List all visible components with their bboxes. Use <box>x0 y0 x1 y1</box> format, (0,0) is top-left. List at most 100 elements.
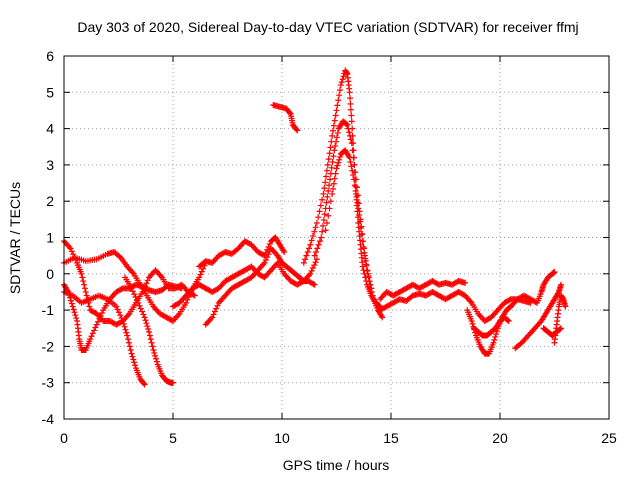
data-point <box>95 318 102 325</box>
data-layer <box>61 67 569 388</box>
data-point <box>329 132 336 139</box>
data-point <box>368 285 375 292</box>
data-point <box>357 225 364 232</box>
x-axis-label: GPS time / hours <box>283 457 390 473</box>
data-point <box>83 292 90 299</box>
data-point <box>357 218 364 225</box>
data-point <box>558 281 565 288</box>
data-point <box>144 286 151 293</box>
data-point <box>462 279 469 286</box>
data-point <box>214 302 221 309</box>
data-point <box>311 228 318 235</box>
data-point <box>196 274 203 281</box>
data-point <box>302 256 309 263</box>
data-point <box>146 332 153 339</box>
y-tick-label: -2 <box>42 338 55 354</box>
x-tick-label: 15 <box>383 430 399 446</box>
data-point <box>363 261 370 268</box>
y-tick-label: 1 <box>46 230 54 246</box>
data-point <box>131 291 138 298</box>
series-track-17 <box>551 292 569 346</box>
data-point <box>326 176 333 183</box>
data-point <box>96 315 103 322</box>
data-point <box>343 121 350 128</box>
data-point <box>115 309 122 316</box>
data-point <box>331 175 338 182</box>
data-point <box>334 102 341 109</box>
data-point <box>330 127 337 134</box>
data-point <box>286 109 293 116</box>
data-point <box>347 100 354 107</box>
data-point <box>321 211 328 218</box>
data-point <box>68 248 75 255</box>
data-point <box>190 291 197 298</box>
y-tick-label: -3 <box>42 375 55 391</box>
data-point <box>141 381 148 388</box>
series-track-4 <box>61 288 148 388</box>
data-point <box>142 317 149 324</box>
data-point <box>351 182 358 189</box>
data-point <box>359 263 366 270</box>
data-point <box>358 231 365 238</box>
data-point <box>310 280 317 287</box>
data-point <box>318 234 325 241</box>
series-track-9 <box>270 102 301 134</box>
data-point <box>364 270 371 277</box>
data-point <box>127 347 134 354</box>
y-tick-label: 4 <box>46 121 54 137</box>
data-point <box>126 343 133 350</box>
data-point <box>152 352 159 359</box>
data-point <box>72 312 79 319</box>
data-point <box>490 339 497 346</box>
data-point <box>149 343 156 350</box>
data-point <box>348 112 355 119</box>
data-point <box>352 188 359 195</box>
data-point <box>348 118 355 125</box>
data-point <box>113 303 120 310</box>
data-point <box>316 238 323 245</box>
data-point <box>144 277 151 284</box>
data-point <box>345 125 352 132</box>
data-point <box>137 305 144 312</box>
y-tick-label: 3 <box>46 157 54 173</box>
data-point <box>144 323 151 330</box>
data-point <box>91 327 98 334</box>
data-point <box>140 380 147 387</box>
data-point <box>68 300 75 307</box>
data-point <box>325 212 332 219</box>
data-point <box>146 328 153 335</box>
data-point <box>330 153 337 160</box>
data-point <box>262 249 269 256</box>
data-point <box>323 199 330 206</box>
data-point <box>349 167 356 174</box>
data-point <box>491 336 498 343</box>
data-point <box>366 278 373 285</box>
data-point <box>346 89 353 96</box>
data-point <box>348 163 355 170</box>
data-point <box>557 325 564 332</box>
series-track-15 <box>507 268 558 310</box>
data-point <box>350 172 357 179</box>
data-point <box>118 286 125 293</box>
data-point <box>314 245 321 252</box>
data-point <box>129 288 136 295</box>
data-point <box>321 185 328 192</box>
data-point <box>70 306 77 313</box>
data-point <box>332 143 339 150</box>
data-point <box>369 292 376 299</box>
data-point <box>335 97 342 104</box>
data-point <box>361 249 368 256</box>
data-point <box>129 353 136 360</box>
data-point <box>97 312 104 319</box>
y-tick-label: 6 <box>46 48 54 64</box>
data-point <box>132 294 139 301</box>
data-point <box>326 205 333 212</box>
x-tick-label: 10 <box>274 430 290 446</box>
data-point <box>92 324 99 331</box>
data-point <box>364 267 371 274</box>
data-point <box>351 161 358 168</box>
data-point <box>335 159 342 166</box>
data-point <box>266 241 273 248</box>
data-point <box>316 208 323 215</box>
data-point <box>88 333 95 340</box>
